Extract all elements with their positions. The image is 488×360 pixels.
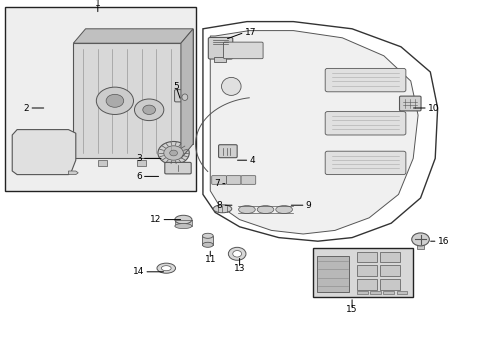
Circle shape [411, 233, 428, 246]
FancyBboxPatch shape [85, 29, 193, 144]
Text: 14: 14 [133, 267, 144, 276]
Ellipse shape [175, 215, 191, 224]
Bar [316, 256, 348, 292]
Bar [380, 279, 399, 290]
Ellipse shape [182, 94, 187, 100]
Circle shape [142, 105, 155, 114]
Circle shape [232, 251, 241, 257]
Circle shape [134, 99, 163, 121]
FancyBboxPatch shape [211, 176, 226, 184]
FancyBboxPatch shape [399, 96, 420, 111]
Bar [369, 291, 380, 294]
Bar [202, 236, 213, 245]
Polygon shape [181, 29, 193, 158]
Text: 11: 11 [204, 255, 216, 264]
Bar [380, 252, 399, 262]
Text: 5: 5 [173, 82, 179, 91]
Bar [383, 291, 393, 294]
Bar [416, 245, 424, 249]
Bar [175, 220, 191, 226]
Ellipse shape [257, 206, 273, 213]
Polygon shape [68, 171, 78, 175]
Text: 17: 17 [244, 28, 256, 37]
Text: 12: 12 [150, 215, 161, 224]
Text: 13: 13 [233, 264, 245, 273]
Bar [356, 279, 376, 290]
Bar [356, 252, 376, 262]
Ellipse shape [275, 206, 292, 213]
Bar [396, 291, 407, 294]
Bar [214, 57, 226, 62]
Polygon shape [210, 31, 417, 234]
FancyBboxPatch shape [241, 176, 255, 184]
Text: 4: 4 [249, 156, 255, 165]
Bar [356, 291, 367, 294]
Circle shape [169, 150, 177, 156]
FancyBboxPatch shape [325, 112, 405, 135]
Bar [98, 160, 106, 166]
Circle shape [106, 94, 123, 107]
Bar [380, 265, 399, 276]
Bar [137, 160, 145, 166]
Ellipse shape [213, 205, 231, 213]
FancyBboxPatch shape [208, 37, 232, 59]
Ellipse shape [202, 233, 213, 238]
Text: 3: 3 [136, 154, 142, 163]
Circle shape [96, 87, 133, 114]
Ellipse shape [221, 77, 241, 95]
FancyBboxPatch shape [325, 151, 405, 175]
Ellipse shape [175, 224, 191, 229]
Ellipse shape [238, 206, 255, 213]
FancyBboxPatch shape [312, 248, 412, 297]
FancyBboxPatch shape [164, 162, 191, 174]
Ellipse shape [157, 263, 175, 273]
Polygon shape [203, 22, 437, 241]
FancyBboxPatch shape [223, 42, 263, 59]
Polygon shape [12, 130, 76, 175]
Text: 8: 8 [216, 201, 222, 210]
Circle shape [228, 247, 245, 260]
FancyBboxPatch shape [174, 90, 187, 102]
Text: 2: 2 [23, 104, 29, 112]
FancyBboxPatch shape [73, 43, 181, 158]
Ellipse shape [202, 242, 213, 247]
Polygon shape [73, 29, 193, 43]
Bar [5, 7, 195, 191]
FancyBboxPatch shape [218, 145, 237, 158]
Text: 7: 7 [214, 179, 220, 188]
Text: 10: 10 [427, 104, 439, 112]
Text: 16: 16 [437, 237, 448, 246]
Circle shape [163, 146, 183, 160]
Bar [356, 265, 376, 276]
Text: 9: 9 [305, 201, 311, 210]
Text: 6: 6 [136, 172, 142, 181]
Circle shape [158, 141, 189, 165]
Ellipse shape [161, 266, 171, 271]
Text: 1: 1 [95, 0, 101, 8]
Text: 15: 15 [346, 305, 357, 314]
FancyBboxPatch shape [226, 176, 241, 184]
FancyBboxPatch shape [325, 68, 405, 92]
